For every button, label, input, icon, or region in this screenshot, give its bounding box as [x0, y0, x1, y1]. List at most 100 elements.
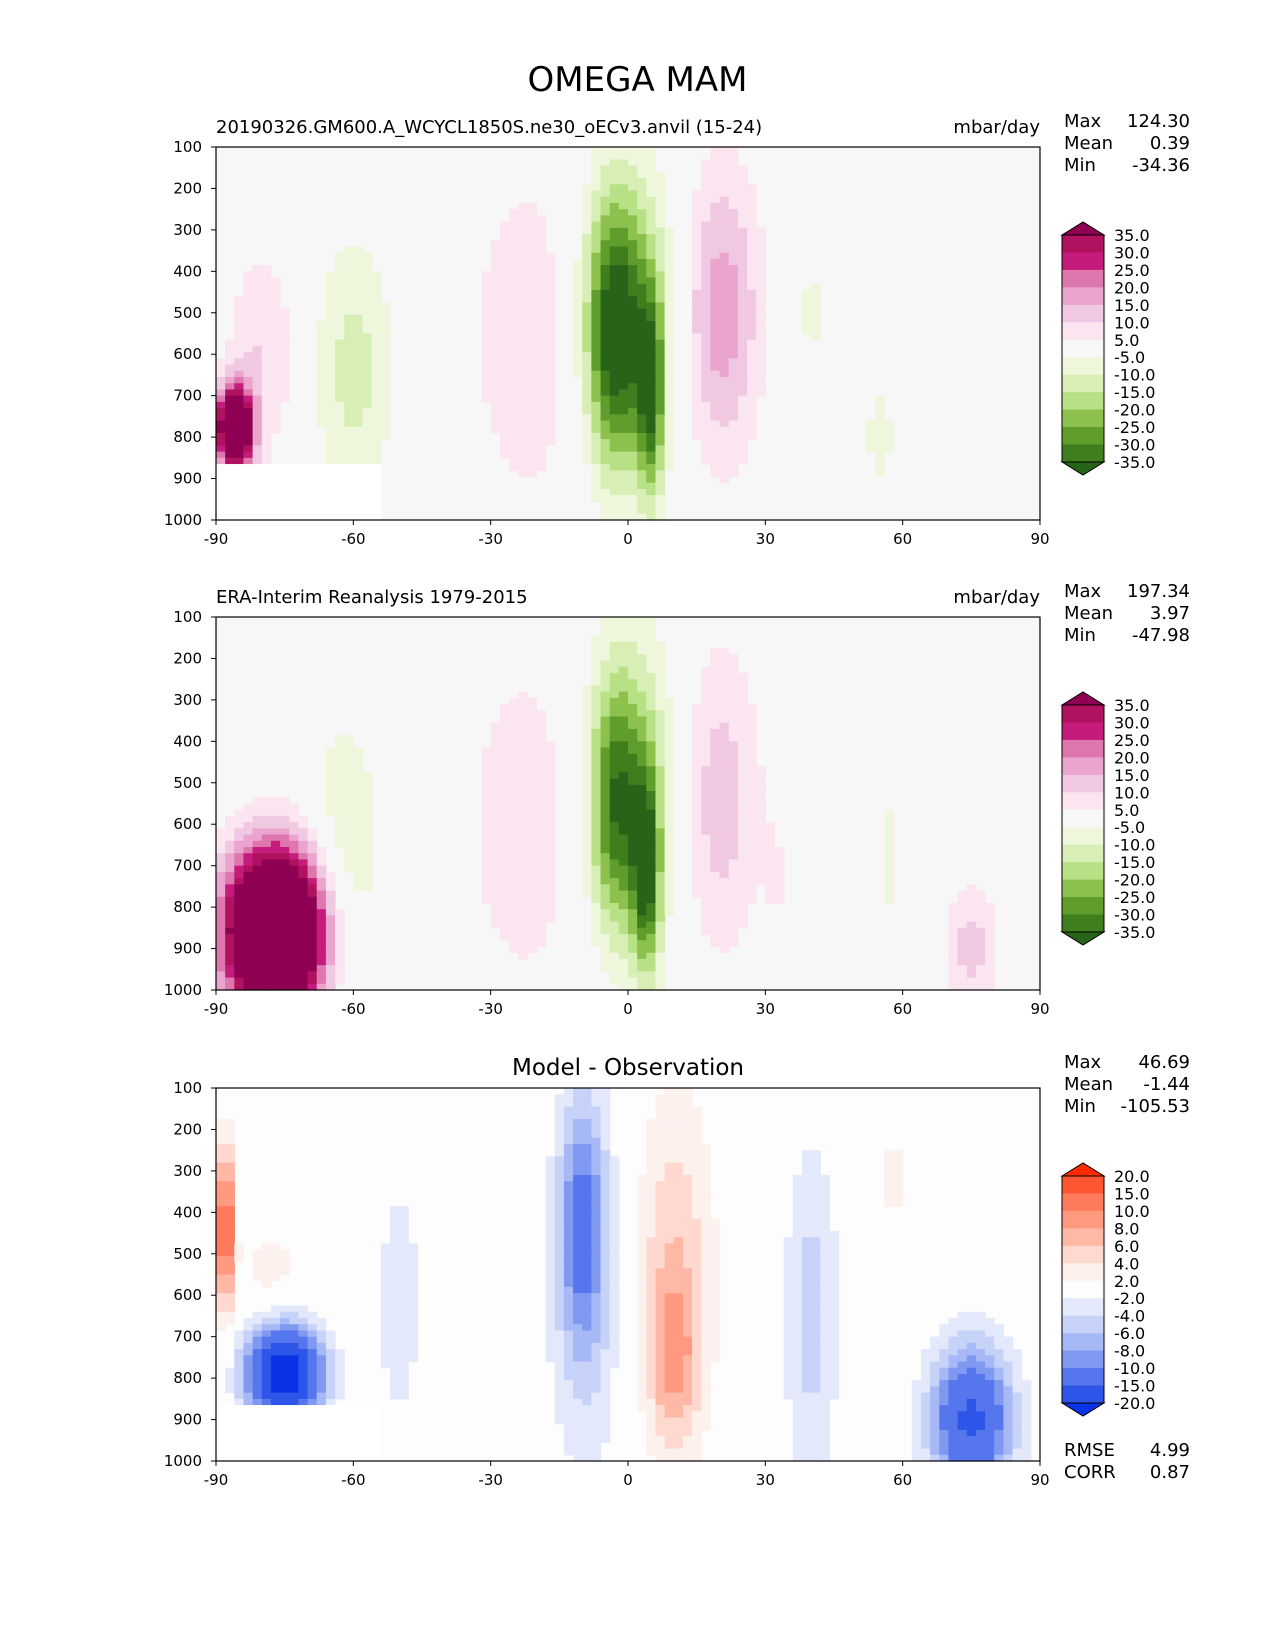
- contour-cell: [975, 1330, 986, 1338]
- masked-cell: [335, 513, 345, 521]
- contour-cell: [298, 977, 309, 985]
- masked-cell: [325, 495, 336, 502]
- contour-cell: [316, 983, 327, 991]
- contour-cell: [335, 1361, 345, 1369]
- contour-cell: [554, 1162, 565, 1170]
- contour-cell: [545, 834, 556, 842]
- contour-cell: [399, 1230, 409, 1238]
- contour-cell: [600, 1094, 611, 1102]
- contour-cell: [335, 377, 345, 384]
- contour-cell: [756, 815, 766, 823]
- contour-cell: [719, 308, 730, 316]
- contour-cell: [692, 1349, 702, 1356]
- contour-cell: [499, 878, 510, 885]
- contour-cell: [600, 791, 611, 798]
- contour-cell: [335, 815, 345, 823]
- contour-cell: [545, 1349, 556, 1356]
- contour-cell: [252, 1262, 263, 1269]
- contour-cell: [335, 401, 345, 409]
- contour-cell: [792, 1318, 803, 1325]
- contour-cell: [316, 921, 327, 929]
- contour-cell: [646, 803, 657, 811]
- contour-cell: [582, 1125, 592, 1133]
- contour-cell: [225, 1311, 235, 1319]
- contour-cell: [362, 784, 373, 792]
- contour-cell: [646, 809, 657, 817]
- contour-cell: [682, 1230, 693, 1238]
- contour-cell: [518, 772, 528, 780]
- contour-cell: [270, 909, 281, 916]
- contour-cell: [600, 265, 611, 272]
- contour-cell: [637, 865, 647, 873]
- contour-cell: [710, 464, 721, 471]
- contour-cell: [966, 1324, 977, 1332]
- contour-cell: [591, 940, 602, 948]
- contour-cell: [701, 791, 711, 798]
- contour-cell: [545, 289, 556, 297]
- contour-cell: [536, 710, 547, 718]
- contour-cell: [710, 654, 721, 662]
- contour-cell: [756, 383, 766, 391]
- contour-cell: [216, 890, 226, 898]
- contour-cell: [628, 445, 638, 453]
- contour-cell: [728, 227, 739, 235]
- contour-cell: [582, 1268, 592, 1276]
- contour-cell: [225, 1293, 235, 1300]
- y-tick-label: 900: [173, 940, 202, 958]
- contour-cell: [234, 884, 245, 892]
- contour-cell: [225, 971, 235, 979]
- contour-cell: [664, 884, 675, 892]
- contour-cell: [600, 859, 611, 867]
- contour-cell: [408, 1342, 419, 1350]
- contour-cell: [737, 227, 748, 235]
- contour-cell: [655, 921, 666, 929]
- contour-cell: [637, 635, 647, 643]
- contour-cell: [216, 1119, 226, 1126]
- contour-cell: [545, 1255, 556, 1263]
- contour-cell: [499, 759, 510, 767]
- masked-cell: [353, 495, 364, 502]
- contour-cell: [637, 1367, 647, 1375]
- contour-cell: [618, 408, 629, 415]
- contour-cell: [243, 896, 254, 904]
- contour-cell: [655, 934, 666, 941]
- contour-cell: [646, 240, 657, 248]
- contour-cell: [499, 927, 510, 935]
- contour-cell: [600, 227, 611, 235]
- contour-cell: [664, 1324, 675, 1332]
- contour-cell: [655, 691, 666, 699]
- contour-cell: [728, 321, 739, 328]
- contour-cell: [545, 1342, 556, 1350]
- contour-cell: [884, 445, 895, 453]
- contour-cell: [637, 946, 647, 954]
- contour-cell: [582, 1286, 592, 1294]
- contour-cell: [637, 1237, 647, 1245]
- contour-cell: [499, 296, 510, 304]
- contour-cell: [609, 896, 620, 904]
- contour-cell: [481, 828, 492, 836]
- contour-cell: [646, 246, 657, 254]
- contour-cell: [252, 890, 263, 898]
- contour-cell: [499, 809, 510, 817]
- contour-cell: [747, 878, 757, 885]
- contour-cell: [554, 1181, 565, 1189]
- contour-cell: [270, 940, 281, 948]
- contour-cell: [719, 296, 730, 304]
- contour-cell: [582, 333, 592, 341]
- contour-cell: [353, 457, 364, 465]
- contour-cell: [389, 1349, 400, 1356]
- contour-cell: [344, 445, 354, 453]
- contour-cell: [289, 921, 299, 929]
- contour-cell: [820, 1212, 831, 1220]
- contour-cell: [664, 240, 675, 248]
- contour-cell: [261, 289, 272, 297]
- contour-cell: [618, 190, 629, 198]
- contour-cell: [545, 308, 556, 316]
- contour-cell: [637, 333, 647, 341]
- panel-title-left: 20190326.GM600.A_WCYCL1850S.ne30_oECv3.a…: [216, 117, 762, 138]
- contour-cell: [243, 853, 254, 861]
- contour-cell: [655, 983, 666, 991]
- contour-cell: [527, 333, 538, 341]
- contour-cell: [554, 1342, 565, 1350]
- contour-cell: [756, 314, 766, 322]
